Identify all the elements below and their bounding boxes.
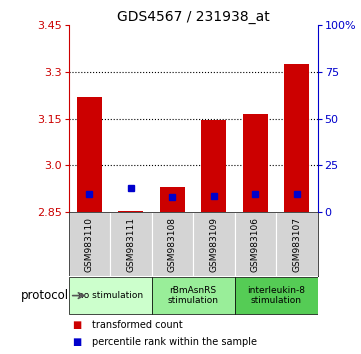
Bar <box>118 211 143 212</box>
Title: GDS4567 / 231938_at: GDS4567 / 231938_at <box>117 10 270 24</box>
Text: GSM983107: GSM983107 <box>292 217 301 272</box>
Bar <box>160 187 185 212</box>
Text: percentile rank within the sample: percentile rank within the sample <box>92 337 257 347</box>
Text: rBmAsnRS
stimulation: rBmAsnRS stimulation <box>168 286 219 305</box>
Bar <box>152 277 235 314</box>
Bar <box>193 212 235 276</box>
Bar <box>69 277 152 314</box>
Text: interleukin-8
stimulation: interleukin-8 stimulation <box>247 286 305 305</box>
Bar <box>152 212 193 276</box>
Text: no stimulation: no stimulation <box>78 291 143 300</box>
Text: ■: ■ <box>72 320 82 330</box>
Text: transformed count: transformed count <box>92 320 183 330</box>
Text: GSM983111: GSM983111 <box>126 217 135 272</box>
Text: GSM983109: GSM983109 <box>209 217 218 272</box>
Bar <box>235 277 318 314</box>
Text: ■: ■ <box>72 337 82 347</box>
Bar <box>77 97 102 212</box>
Bar <box>110 212 152 276</box>
Bar <box>284 64 309 212</box>
Bar <box>201 120 226 212</box>
Bar <box>69 212 110 276</box>
Text: GSM983106: GSM983106 <box>251 217 260 272</box>
Text: protocol: protocol <box>21 289 69 302</box>
Text: GSM983110: GSM983110 <box>85 217 94 272</box>
Bar <box>243 114 268 212</box>
Bar <box>235 212 276 276</box>
Text: GSM983108: GSM983108 <box>168 217 177 272</box>
Bar <box>276 212 318 276</box>
